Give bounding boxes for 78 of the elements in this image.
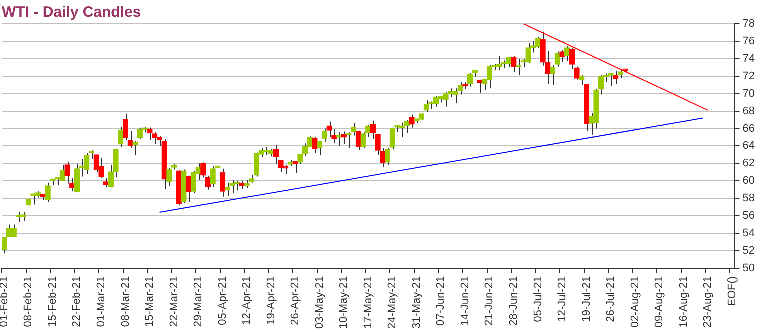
x-tick-label: 22-Feb-21: [71, 276, 84, 328]
y-tick-label: 68: [742, 105, 756, 118]
y-tick-label: 54: [742, 228, 756, 240]
candlestick: [341, 131, 347, 145]
candlestick: [384, 147, 391, 166]
x-tick-label: 07-Jun-21: [435, 276, 448, 326]
candlestick: [273, 144, 280, 166]
candlestick: [128, 130, 134, 148]
x-tick-label: 08-Feb-21: [22, 276, 35, 328]
x-tick-label: 22-Mar-21: [168, 276, 180, 328]
x-tick-label: 28-Jun-21: [508, 276, 520, 326]
candlestick: [45, 182, 51, 203]
y-tick-label: 66: [742, 122, 756, 135]
candlestick: [380, 147, 386, 168]
x-tick-label: 26-Apr-21: [290, 276, 302, 326]
x-tick-label: 08-Mar-21: [120, 276, 132, 328]
candlestick: [404, 120, 410, 134]
x-tick-label: 19-Jul-21: [580, 276, 593, 322]
x-tick-label: 01-Mar-21: [96, 276, 108, 328]
x-tick-label: 17-May-21: [362, 276, 374, 329]
candlestick: [477, 79, 483, 94]
x-tick-label: 19-Apr-21: [265, 276, 278, 326]
x-tick-label: 16-Aug-21: [678, 276, 690, 328]
y-tick-label: 78: [742, 18, 756, 30]
candlestick: [220, 168, 226, 198]
x-tick-label: 23-Aug-21: [702, 276, 714, 328]
x-tick-label: 29-Mar-21: [192, 276, 205, 328]
candlestick: [564, 45, 570, 62]
candlestick: [64, 161, 70, 184]
candlestick: [137, 127, 144, 140]
x-tick-label: 15-Mar-21: [144, 276, 156, 328]
x-tick-label: 31-May-21: [410, 276, 423, 329]
y-tick-label: 70: [742, 88, 756, 100]
y-tick-label: 74: [742, 52, 756, 65]
candlestick: [200, 162, 206, 178]
x-tick-label: 24-May-21: [386, 276, 399, 329]
y-tick-label: 60: [742, 175, 756, 188]
candlestick: [390, 127, 396, 150]
candlestick: [118, 126, 124, 148]
x-tick-label: 05-Apr-21: [216, 276, 229, 326]
candlestick: [467, 72, 474, 88]
candlestick: [554, 51, 560, 68]
y-tick-label: 50: [742, 262, 756, 274]
x-tick-label: 14-Jun-21: [459, 276, 472, 326]
x-tick-label: 02-Aug-21: [629, 276, 642, 328]
candlestick: [336, 132, 342, 147]
candlestick: [317, 140, 323, 156]
x-tick-label: 09-Aug-21: [654, 276, 666, 328]
x-tick-label: 26-Jul-21: [605, 276, 618, 322]
x-tick-label: EOF(): [726, 276, 738, 306]
chart-title: WTI - Daily Candles: [2, 4, 142, 22]
x-tick-label: 03-May-21: [314, 276, 326, 329]
candlestick: [550, 64, 556, 86]
x-tick-label: 12-Apr-21: [241, 276, 254, 326]
x-tick-label: 12-Jul-21: [556, 276, 569, 322]
x-tick-label: 05-Jul-21: [532, 276, 544, 322]
y-tick-label: 56: [742, 210, 756, 222]
candlestick: [205, 175, 212, 190]
candlestick: [312, 136, 318, 154]
y-tick-label: 72: [742, 70, 756, 82]
y-tick-label: 62: [742, 158, 756, 170]
candlestick: [613, 70, 619, 85]
y-tick-label: 52: [742, 244, 756, 257]
candlestick: [74, 164, 80, 193]
candlestick: [190, 171, 197, 194]
y-tick-label: 76: [742, 35, 756, 48]
candlestick: [511, 56, 517, 73]
y-tick-label: 64: [742, 140, 756, 152]
candlestick: [486, 64, 493, 90]
y-tick-label: 58: [742, 192, 756, 205]
candlestick: [350, 123, 357, 136]
candlestick: [186, 175, 192, 203]
x-tick-label: 21-Jun-21: [484, 276, 496, 326]
x-tick-label: 15-Feb-21: [46, 276, 59, 328]
candlestick: [560, 50, 566, 63]
candlestick: [132, 140, 138, 156]
candlestick: [452, 88, 459, 104]
x-tick-label: 10-May-21: [338, 276, 350, 329]
